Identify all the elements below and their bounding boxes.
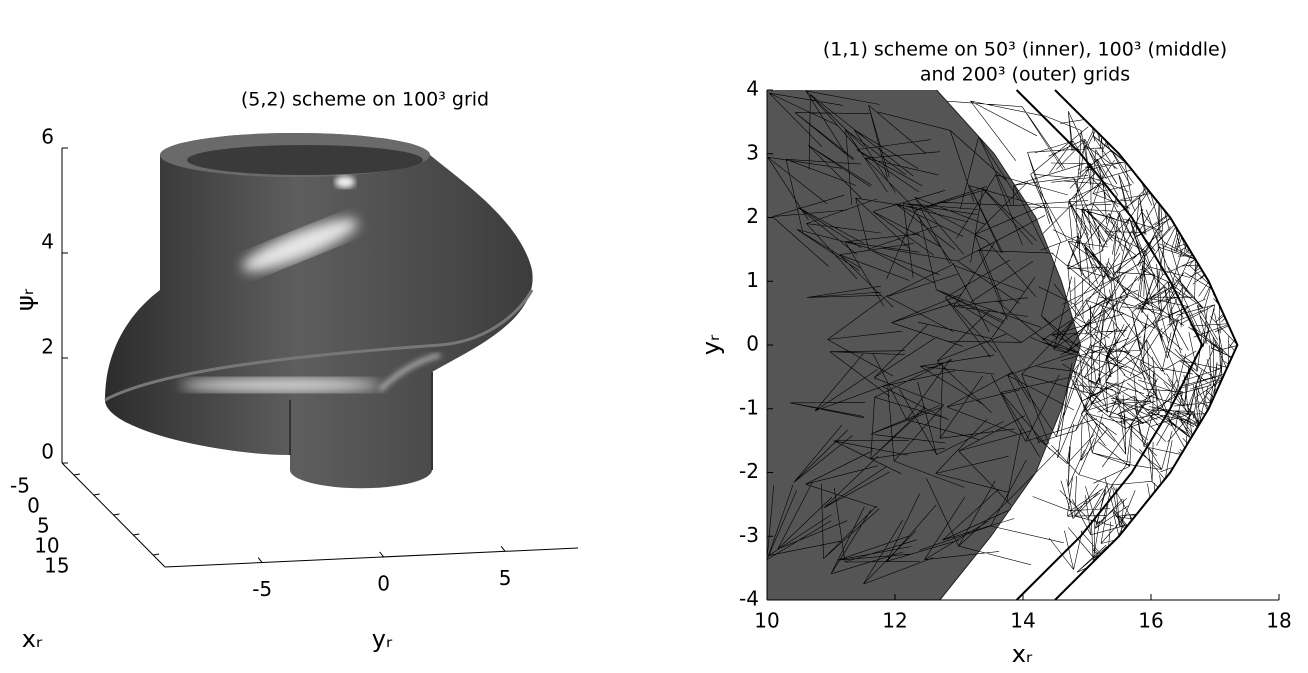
surface-body (105, 133, 533, 489)
tick-mark (133, 533, 140, 536)
x-tick-label: 14 (1010, 609, 1035, 633)
x-tick-label: 5 (37, 514, 50, 538)
tick-mark (93, 493, 100, 496)
z-tick-label: 4 (41, 230, 54, 254)
x-tick-label: 0 (27, 494, 40, 518)
y-tick-label: -5 (252, 577, 272, 601)
boundary-line (1054, 89, 1239, 601)
tick-mark (73, 473, 80, 476)
x-tick-label: 10 (34, 534, 59, 558)
y-tick-label: -4 (739, 587, 759, 611)
tick-mark (500, 546, 506, 552)
highlight (180, 378, 380, 392)
y-tick-label: 2 (746, 204, 759, 228)
inner-region (767, 90, 1081, 600)
x-axis-label: xᵣ (1012, 640, 1033, 668)
y-tick-label: -2 (739, 459, 759, 483)
surface (104, 133, 534, 489)
y-tick-label: 3 (746, 140, 759, 164)
surface-edge (104, 289, 534, 402)
surface-top-inner (187, 145, 423, 175)
y-axis-label: yᵣ (372, 625, 393, 653)
z-tick-label: 2 (41, 335, 54, 359)
y-axis-label: yᵣ (697, 334, 725, 355)
y-tick-label: 0 (746, 332, 759, 356)
tick-mark (379, 551, 385, 558)
chart-title: and 200³ (outer) grids (920, 64, 1130, 86)
tick-mark (113, 513, 120, 516)
y-tick-label: 0 (377, 571, 390, 595)
boundary-line (1015, 89, 1204, 601)
highlight (335, 176, 355, 188)
z-tick-label: 0 (41, 440, 54, 464)
z-tick-label: 6 (41, 125, 54, 149)
boundary-line (936, 89, 1082, 601)
y-tick-label: 4 (746, 77, 759, 101)
tick-mark (257, 557, 263, 563)
chart-title: (5,2) scheme on 100³ grid (241, 89, 489, 111)
axis-line (164, 547, 579, 568)
highlight (378, 353, 441, 392)
surface-edge (289, 372, 433, 470)
x-tick-label: 12 (882, 609, 907, 633)
z-axis-label: ψᵣ (11, 288, 39, 311)
y-tick-label: -3 (739, 523, 759, 547)
y-tick-label: -1 (739, 395, 759, 419)
x-tick-label: 16 (1138, 609, 1163, 633)
y-tick-label: 1 (746, 268, 759, 292)
tick-mark (153, 553, 160, 556)
highlight (242, 218, 358, 272)
chart-title: (1,1) scheme on 50³ (inner), 100³ (middl… (823, 39, 1227, 61)
x-axis-label: xᵣ (22, 625, 43, 653)
x-tick-label: 15 (44, 554, 69, 578)
x-tick-label: -5 (10, 474, 30, 498)
x-tick-label: 18 (1266, 609, 1291, 633)
x-tick-label: 10 (754, 609, 779, 633)
y-tick-label: 5 (499, 566, 512, 590)
